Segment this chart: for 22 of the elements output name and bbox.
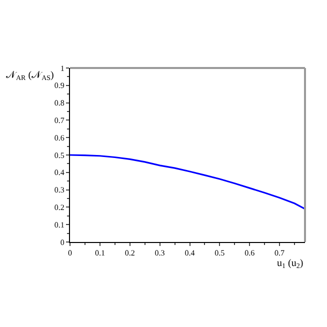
y-tick-label: 0.3 [54,186,64,195]
x-tick-label: 0.7 [274,248,285,258]
y-tick-label: 0.9 [54,81,64,90]
y-axis-title: 𝒩$_{AR}$ (𝒩$_{AS}$) [6,70,54,82]
y-tick-label: 0.7 [54,116,64,125]
y-tick-label: 0.8 [54,98,64,108]
x-tick-label: 0.6 [244,248,255,258]
y-tick-label: 1 [60,64,64,73]
x-tick-label: 0.3 [154,248,165,258]
y-tick-label: 0.4 [54,168,64,178]
y-tick-label: 0.2 [54,203,64,212]
x-axis-title: u$_{1}$ (u$_{2}$) [277,258,304,270]
y-tick-label: 0 [60,238,64,247]
y-tick-label: 0.6 [54,133,64,142]
y-tick-label: 0.5 [54,150,64,160]
line-series [70,154,305,210]
x-tick-label: 0.1 [94,248,105,258]
x-tick-label: 0 [68,248,72,258]
y-tick-label: 0.1 [54,220,64,230]
x-tick-label: 0.4 [184,248,195,258]
x-tick-label: 0.5 [214,248,225,258]
x-tick-label: 0.2 [124,248,135,258]
